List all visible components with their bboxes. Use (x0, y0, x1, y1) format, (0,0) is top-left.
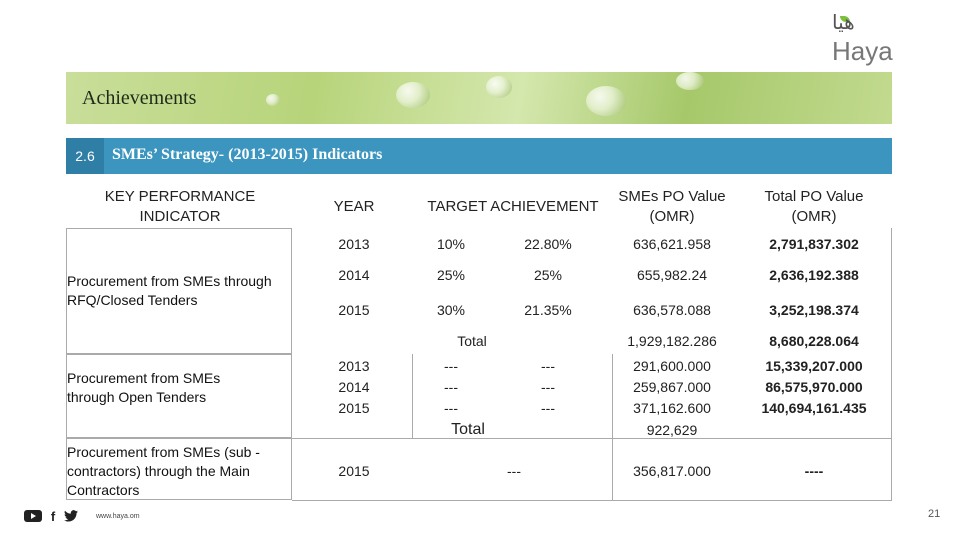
smes-po-cell: 655,982.24 (636, 267, 708, 283)
kpi-contractors-label: Procurement from SMEs (sub -contractors)… (67, 444, 260, 498)
achievement-cell: 22.80% (524, 236, 572, 252)
divider (292, 500, 892, 501)
kpi-open-label: Procurement from SMEs through Open Tende… (67, 370, 221, 405)
logo-arabic-text: هيا (832, 10, 855, 34)
smes-po-cell: 636,621.958 (633, 236, 711, 252)
smes-po-cell: 636,578.088 (633, 302, 711, 318)
youtube-icon[interactable] (24, 510, 42, 522)
year-cell: 2013 (338, 236, 370, 252)
target-cell: --- (444, 358, 458, 374)
total-po-cell: 2,791,837.302 (769, 236, 859, 252)
header-target-achievement: TARGET ACHIEVEMENT (427, 198, 599, 215)
leaf-icon (840, 16, 850, 22)
kpi-box-rfq (66, 228, 292, 354)
achievement-cell: --- (541, 379, 555, 395)
total-po-cell: 2,636,192.388 (769, 267, 859, 283)
section-header: 2.6 SMEs’ Strategy- (2013-2015) Indicato… (66, 138, 892, 174)
total-po-cell: 86,575,970.000 (765, 379, 863, 395)
divider (292, 438, 892, 439)
achievement-cell: 21.35% (524, 302, 572, 318)
smes-po-cell: 291,600.000 (633, 358, 711, 374)
facebook-icon[interactable]: f (50, 508, 56, 524)
year-cell: 2014 (338, 267, 370, 283)
website-link[interactable]: www.haya.om (96, 512, 140, 520)
divider (891, 228, 892, 500)
achievements-banner: Achievements (66, 72, 892, 124)
smes-po-cell: 259,867.000 (633, 379, 711, 395)
banner-title: Achievements (82, 87, 197, 109)
target-cell: 25% (436, 267, 466, 283)
achievement-cell: 25% (533, 267, 563, 283)
target-cell: --- (444, 400, 458, 416)
kpi-rfq-label: Procurement from SMEs through RFQ/Closed… (67, 273, 272, 308)
target-cell: --- (444, 379, 458, 395)
year-cell: 2015 (338, 463, 370, 479)
target-cell: 30% (436, 302, 466, 318)
total-smes-po: 1,929,182.286 (627, 333, 717, 349)
total-label: Total (457, 333, 487, 349)
divider (612, 354, 613, 438)
target-achievement-cell: --- (507, 463, 521, 479)
kpi-box-contractors (66, 438, 292, 500)
haya-logo: هيا Haya (826, 10, 898, 68)
logo-latin-text: Haya (832, 36, 893, 66)
total-po-cell: 15,339,207.000 (765, 358, 863, 374)
page-number: 21 (928, 508, 941, 520)
header-year: YEAR (333, 198, 375, 215)
divider (412, 354, 413, 438)
header-smes-po: SMEs PO Value (OMR) (618, 188, 726, 225)
smes-po-cell: 371,162.600 (633, 400, 711, 416)
twitter-icon[interactable] (64, 510, 78, 522)
section-number: 2.6 (66, 138, 104, 174)
year-cell: 2015 (338, 302, 370, 318)
footer-social: f www.haya.om (24, 508, 140, 524)
total-label: Total (451, 421, 485, 438)
year-cell: 2015 (338, 400, 370, 416)
target-cell: 10% (436, 236, 466, 252)
year-cell: 2013 (338, 358, 370, 374)
header-kpi: KEY PERFORMANCE INDICATOR (104, 188, 256, 225)
divider (612, 438, 613, 500)
total-po-cell: ---- (804, 463, 824, 479)
total-total-po: 8,680,228.064 (769, 333, 859, 349)
section-title: SMEs’ Strategy- (2013-2015) Indicators (112, 146, 383, 163)
kpi-box-open (66, 354, 292, 438)
year-cell: 2014 (338, 379, 370, 395)
achievement-cell: --- (541, 358, 555, 374)
smes-po-cell: 356,817.000 (633, 463, 711, 479)
achievement-cell: --- (541, 400, 555, 416)
total-po-cell: 3,252,198.374 (769, 302, 859, 318)
header-total-po: Total PO Value (OMR) (764, 188, 864, 225)
total-po-cell: 140,694,161.435 (761, 400, 867, 416)
total-smes-po: 922,629 (646, 422, 698, 438)
